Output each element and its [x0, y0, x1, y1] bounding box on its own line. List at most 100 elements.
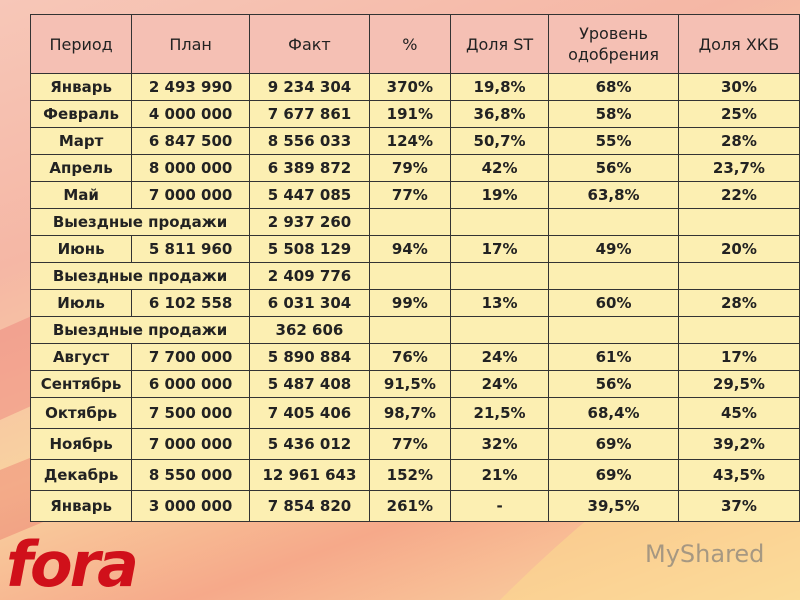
- empty-cell: [449, 208, 550, 236]
- cell: 3 000 000: [131, 490, 251, 522]
- cell: 362 606: [249, 316, 370, 344]
- table-row: Выездные продажи 2 409 776: [29, 262, 800, 290]
- table-row: Ноябрь 7 000 000 5 436 012 77% 32% 69% 39,2%: [29, 428, 800, 460]
- cell: 69%: [548, 428, 679, 460]
- cell: Август: [29, 343, 133, 371]
- cell: 24%: [449, 343, 550, 371]
- cell: 99%: [368, 289, 451, 317]
- cell: Март: [29, 127, 133, 155]
- cell: 94%: [368, 235, 451, 263]
- cell: 61%: [548, 343, 679, 371]
- empty-cell: [368, 208, 451, 236]
- cell: 37%: [677, 490, 800, 522]
- cell: Выездные продажи: [29, 262, 251, 290]
- cell: 21%: [449, 459, 550, 491]
- cell: 39,5%: [548, 490, 679, 522]
- cell: 68,4%: [548, 397, 679, 429]
- cell: 45%: [677, 397, 800, 429]
- cell: 77%: [368, 181, 451, 209]
- table-row: Декабрь 8 550 000 12 961 643 152% 21% 69% 43,5…: [29, 459, 800, 491]
- cell: 20%: [677, 235, 800, 263]
- empty-cell: [548, 316, 679, 344]
- cell: 68%: [548, 73, 679, 101]
- cell: 13%: [449, 289, 550, 317]
- cell: 9 234 304: [249, 73, 370, 101]
- cell: 63,8%: [548, 181, 679, 209]
- cell: 17%: [677, 343, 800, 371]
- cell: 91,5%: [368, 370, 451, 398]
- cell: Октябрь: [29, 397, 133, 429]
- table-row: Сентябрь 6 000 000 5 487 408 91,5% 24% 56% 29,…: [29, 370, 800, 398]
- cell: 7 000 000: [131, 428, 251, 460]
- cell: 24%: [449, 370, 550, 398]
- cell: 6 102 558: [131, 289, 251, 317]
- cell: Сентябрь: [29, 370, 133, 398]
- table-row: Май 7 000 000 5 447 085 77% 19% 63,8% 22%: [29, 181, 800, 209]
- cell: 5 487 408: [249, 370, 370, 398]
- cell: 22%: [677, 181, 800, 209]
- cell: 36,8%: [449, 100, 550, 128]
- table-row: Июль 6 102 558 6 031 304 99% 13% 60% 28%: [29, 289, 800, 317]
- cell: 5 890 884: [249, 343, 370, 371]
- cell: 28%: [677, 289, 800, 317]
- cell: 8 550 000: [131, 459, 251, 491]
- cell: 28%: [677, 127, 800, 155]
- header-cell: Уровень одобрения: [548, 14, 679, 74]
- empty-cell: [548, 262, 679, 290]
- table-row: Июнь 5 811 960 5 508 129 94% 17% 49% 20%: [29, 235, 800, 263]
- cell: 39,2%: [677, 428, 800, 460]
- table-row: Октябрь 7 500 000 7 405 406 98,7% 21,5% 68,4%…: [29, 397, 800, 429]
- empty-cell: [368, 262, 451, 290]
- cell: 4 000 000: [131, 100, 251, 128]
- cell: 152%: [368, 459, 451, 491]
- cell: 17%: [449, 235, 550, 263]
- cell: 42%: [449, 154, 550, 182]
- cell: 32%: [449, 428, 550, 460]
- cell: 7 700 000: [131, 343, 251, 371]
- cell: 5 436 012: [249, 428, 370, 460]
- data-table: Период План Факт% Доля ST Уровень одобрения Д…: [29, 14, 800, 522]
- cell: 7 854 820: [249, 490, 370, 522]
- cell: 2 493 990: [131, 73, 251, 101]
- empty-cell: [449, 262, 550, 290]
- cell: 5 508 129: [249, 235, 370, 263]
- cell: 2 937 260: [249, 208, 370, 236]
- cell: 77%: [368, 428, 451, 460]
- cell: 60%: [548, 289, 679, 317]
- cell: Июнь: [29, 235, 133, 263]
- cell: 6 389 872: [249, 154, 370, 182]
- table-row: Февраль 4 000 000 7 677 861 191% 36,8% 58% 25%: [29, 100, 800, 128]
- table-row: Март 6 847 500 8 556 033 124% 50,7% 55% 28%: [29, 127, 800, 155]
- empty-cell: [677, 316, 800, 344]
- cell: 25%: [677, 100, 800, 128]
- table-row: Выездные продажи 2 937 260: [29, 208, 800, 236]
- cell: Январь: [29, 490, 133, 522]
- cell: 7 405 406: [249, 397, 370, 429]
- cell: 6 847 500: [131, 127, 251, 155]
- cell: 58%: [548, 100, 679, 128]
- header-cell: %: [368, 14, 451, 74]
- empty-cell: [677, 262, 800, 290]
- header-cell: Доля ХКБ: [677, 14, 800, 74]
- empty-cell: [677, 208, 800, 236]
- cell: 49%: [548, 235, 679, 263]
- cell: Декабрь: [29, 459, 133, 491]
- header-cell: Период: [29, 14, 133, 74]
- cell: 6 000 000: [131, 370, 251, 398]
- header-row: Период План Факт% Доля ST Уровень одобрения Д…: [29, 14, 800, 74]
- cell: 55%: [548, 127, 679, 155]
- logo: fora: [6, 528, 139, 600]
- cell: 19%: [449, 181, 550, 209]
- header-cell: Факт: [249, 14, 370, 74]
- cell: 21,5%: [449, 397, 550, 429]
- cell: 56%: [548, 370, 679, 398]
- cell: Выездные продажи: [29, 208, 251, 236]
- cell: 191%: [368, 100, 451, 128]
- cell: 79%: [368, 154, 451, 182]
- cell: 23,7%: [677, 154, 800, 182]
- cell: 69%: [548, 459, 679, 491]
- empty-cell: [548, 208, 679, 236]
- cell: 19,8%: [449, 73, 550, 101]
- table-row: Апрель 8 000 000 6 389 872 79% 42% 56% 23,7%: [29, 154, 800, 182]
- empty-cell: [368, 316, 451, 344]
